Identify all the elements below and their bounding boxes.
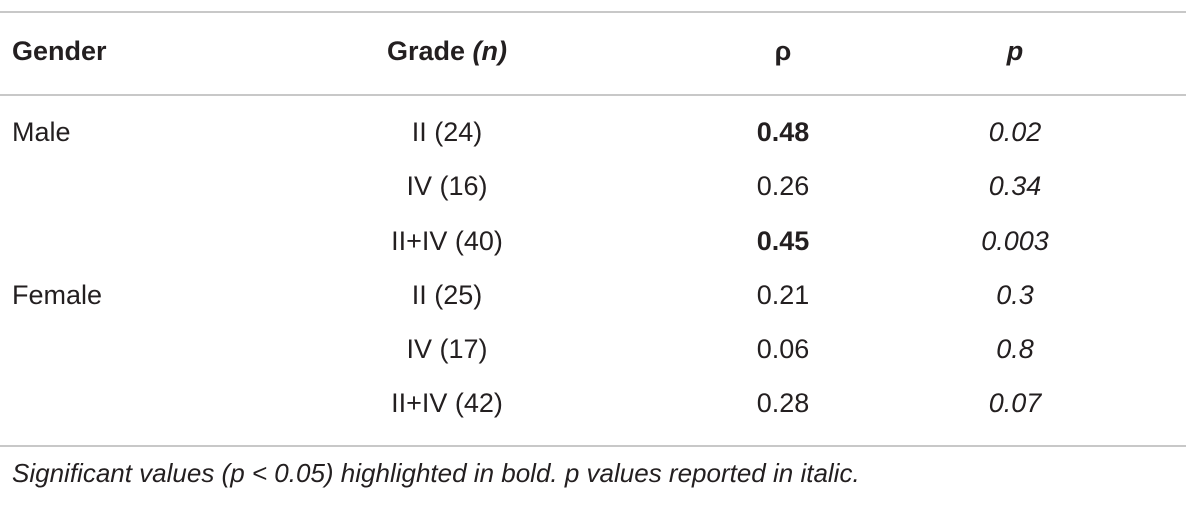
header-p: p <box>1006 36 1024 66</box>
cell-grade: II (25) <box>411 280 483 310</box>
table-top-rule <box>0 11 1186 13</box>
header-grade-label: Grade <box>386 36 466 66</box>
cell-gender: Male <box>12 117 71 147</box>
cell-p: 0.3 <box>996 280 1034 310</box>
cell-rho: 0.48 <box>756 117 810 147</box>
table-row: II+IV (42) 0.28 0.07 <box>0 388 1186 428</box>
cell-rho: 0.21 <box>756 280 810 310</box>
table-header-row: Gender Grade (n) ρ p <box>0 36 1186 72</box>
cell-rho: 0.06 <box>756 334 810 364</box>
table-row: Male II (24) 0.48 0.02 <box>0 117 1186 157</box>
cell-rho: 0.28 <box>756 388 810 418</box>
table-footnote: Significant values (p < 0.05) highlighte… <box>12 458 860 488</box>
cell-p: 0.07 <box>988 388 1042 418</box>
cell-grade: II+IV (42) <box>391 388 503 418</box>
cell-gender: Female <box>12 280 103 310</box>
cell-grade: II+IV (40) <box>391 226 503 256</box>
cell-grade: IV (16) <box>406 171 488 201</box>
header-grade-n: (n) <box>472 36 508 66</box>
cell-rho: 0.45 <box>756 226 810 256</box>
table-row: IV (16) 0.26 0.34 <box>0 171 1186 211</box>
table-bottom-rule <box>0 445 1186 447</box>
table-row: II+IV (40) 0.45 0.003 <box>0 226 1186 266</box>
header-gender: Gender <box>12 36 107 66</box>
cell-p: 0.02 <box>988 117 1042 147</box>
table-row: Female II (25) 0.21 0.3 <box>0 280 1186 320</box>
table-header-rule <box>0 94 1186 96</box>
cell-p: 0.34 <box>988 171 1042 201</box>
cell-grade: IV (17) <box>406 334 488 364</box>
cell-p: 0.003 <box>981 226 1049 256</box>
header-grade: Grade (n) <box>368 36 526 67</box>
cell-rho: 0.26 <box>756 171 810 201</box>
header-rho: ρ <box>774 36 792 66</box>
cell-p: 0.8 <box>996 334 1034 364</box>
table-row: IV (17) 0.06 0.8 <box>0 334 1186 374</box>
cell-grade: II (24) <box>411 117 483 147</box>
